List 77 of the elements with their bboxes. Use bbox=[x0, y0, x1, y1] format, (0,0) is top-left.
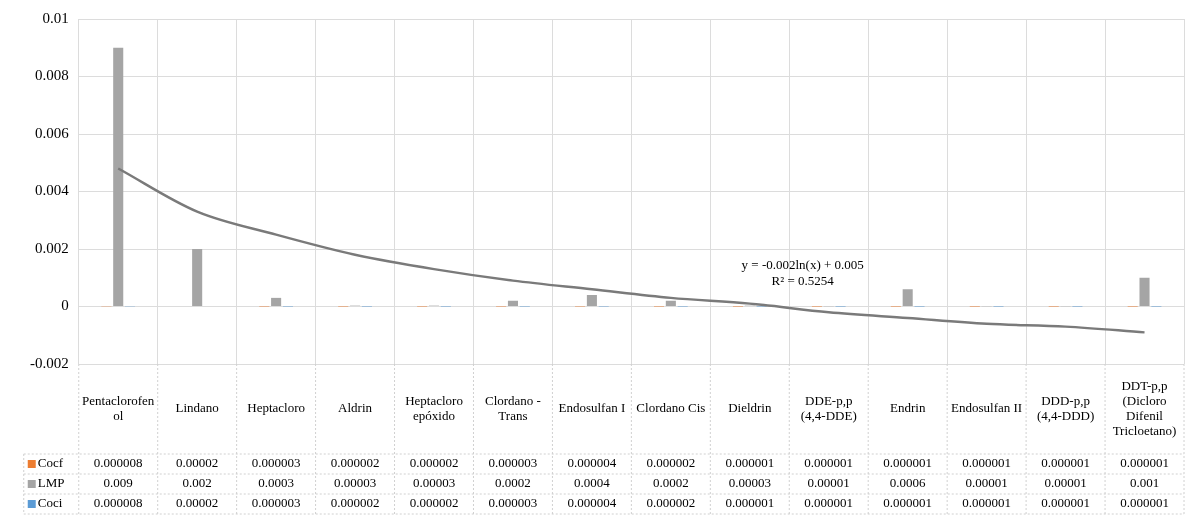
data-label: 0.000001 bbox=[804, 495, 854, 511]
y-tick-label: 0.006 bbox=[35, 124, 70, 141]
legend-label: Coci bbox=[37, 495, 63, 511]
data-label: 0.000001 bbox=[1120, 455, 1169, 471]
y-tick-label: 0.008 bbox=[35, 67, 69, 84]
bar bbox=[507, 300, 518, 306]
y-tick-label: 0 bbox=[61, 297, 69, 314]
data-label: 0.0004 bbox=[574, 475, 611, 491]
data-label: 0.000002 bbox=[409, 455, 459, 471]
data-label: 0.000001 bbox=[962, 455, 1012, 471]
data-label: 0.002 bbox=[182, 475, 212, 491]
data-label: 0.00002 bbox=[176, 455, 219, 471]
x-tick-label: Heptacloro bbox=[247, 400, 305, 416]
data-label: 0.00003 bbox=[333, 475, 377, 491]
data-label: 0.000002 bbox=[330, 455, 380, 471]
data-label: 0.000001 bbox=[1120, 495, 1169, 511]
data-label: 0.00002 bbox=[176, 495, 219, 511]
bar bbox=[1139, 277, 1150, 306]
data-label: 0.000001 bbox=[1041, 495, 1090, 511]
x-tick-label: Lindano bbox=[175, 400, 219, 416]
data-label: 0.00001 bbox=[965, 475, 1008, 491]
data-label: 0.000001 bbox=[725, 495, 775, 511]
data-label: 0.000003 bbox=[251, 495, 301, 511]
data-label: 0.00003 bbox=[728, 475, 771, 491]
legend-label: Cocf bbox=[37, 455, 64, 471]
bar bbox=[271, 297, 282, 306]
y-tick-label: 0.002 bbox=[35, 239, 69, 256]
data-label: 0.000001 bbox=[883, 495, 933, 511]
data-label: 0.0003 bbox=[258, 475, 294, 491]
line-series bbox=[116, 167, 1146, 334]
x-tick-label: DDE-p,p (4,4-DDE) bbox=[800, 392, 857, 423]
data-label: 0.000002 bbox=[330, 495, 380, 511]
data-label: 0.000001 bbox=[883, 455, 933, 471]
annotation: y = -0.002ln(x) + 0.005 bbox=[741, 257, 864, 273]
bar bbox=[113, 47, 124, 306]
data-label: 0.000001 bbox=[962, 495, 1012, 511]
data-label: 0.0006 bbox=[889, 475, 927, 491]
y-tick-label: 0.004 bbox=[35, 182, 70, 199]
data-label: 0.000003 bbox=[488, 495, 538, 511]
legend-label: LMP bbox=[37, 475, 65, 491]
x-tick-label: Clordano Cis bbox=[636, 400, 706, 416]
bar bbox=[665, 300, 676, 306]
x-tick-label: Endosulfan II bbox=[951, 400, 1023, 416]
data-label: 0.0002 bbox=[495, 475, 531, 491]
data-label: 0.000008 bbox=[93, 455, 143, 471]
data-label: 0.0002 bbox=[652, 475, 689, 491]
data-label: 0.00001 bbox=[807, 475, 850, 491]
data-label: 0.001 bbox=[1129, 475, 1160, 491]
x-tick-label: Heptacloro epóxido bbox=[405, 392, 463, 423]
data-label: 0.000001 bbox=[725, 455, 775, 471]
data-label: 0.000004 bbox=[567, 455, 617, 471]
annotation: R² = 0.5254 bbox=[771, 273, 835, 289]
data-label: 0.000008 bbox=[93, 495, 143, 511]
data-label: 0.000002 bbox=[646, 495, 696, 511]
y-tick-label: -0.002 bbox=[30, 354, 69, 371]
data-label: 0.000003 bbox=[251, 455, 301, 471]
x-tick-label: DDD-p,p (4,4-DDD) bbox=[1036, 392, 1095, 423]
bar bbox=[192, 249, 203, 306]
data-label: 0.009 bbox=[103, 475, 133, 491]
bar bbox=[586, 295, 597, 306]
data-label: 0.00001 bbox=[1044, 475, 1087, 491]
x-tick-label: Endrin bbox=[889, 400, 926, 416]
data-label: 0.000003 bbox=[488, 455, 538, 471]
data-label: 0.000001 bbox=[804, 455, 854, 471]
data-label: 0.00003 bbox=[412, 475, 456, 491]
x-tick-label: Endosulfan I bbox=[558, 400, 626, 416]
x-tick-label: Pentaclorofenol bbox=[82, 392, 155, 423]
x-tick-label: Dieldrin bbox=[728, 400, 772, 416]
bar bbox=[902, 289, 913, 306]
data-label: 0.000004 bbox=[567, 495, 617, 511]
x-tick-label: Clordano - Trans bbox=[484, 392, 541, 423]
data-label: 0.000002 bbox=[409, 495, 459, 511]
data-label: 0.000002 bbox=[646, 455, 696, 471]
x-tick-label: Aldrin bbox=[338, 400, 373, 416]
y-tick-label: 0.01 bbox=[42, 9, 69, 26]
data-label: 0.000001 bbox=[1041, 455, 1090, 471]
x-tick-label: DDT-p,p (Dicloro Difenil Tricloetano) bbox=[1112, 377, 1177, 438]
